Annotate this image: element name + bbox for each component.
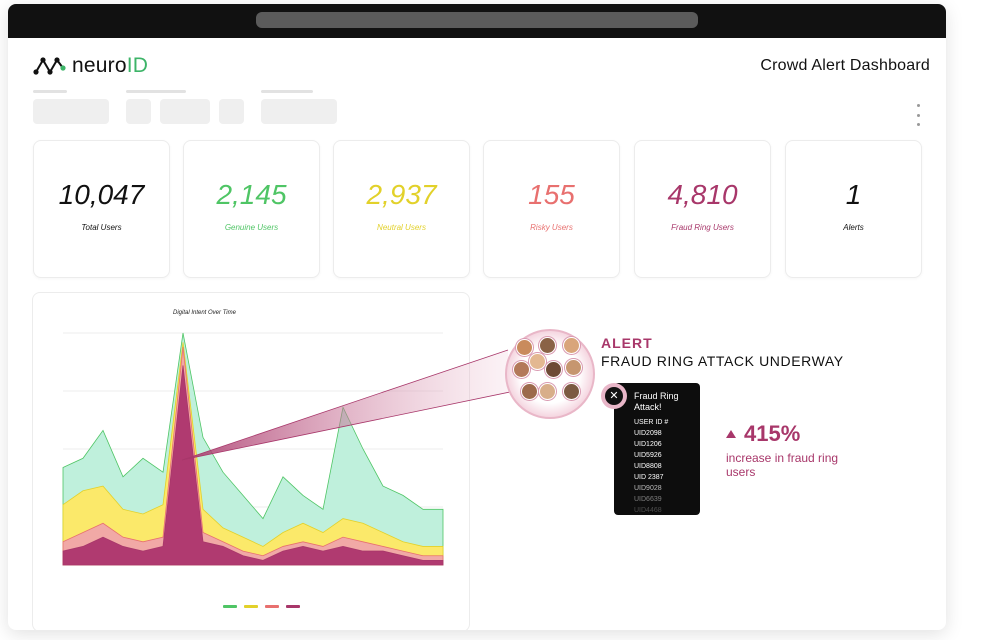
logo-accent-text: ID (126, 54, 149, 77)
tooltip-title: Fraud Ring Attack! (634, 391, 679, 412)
legend-swatch-0[interactable] (223, 605, 237, 608)
area-chart (62, 332, 444, 566)
browser-top-bar (8, 4, 946, 38)
alert-heading: ALERT (601, 335, 653, 351)
neuroid-logo: neuroID (32, 54, 148, 78)
metric-card-risky-users[interactable]: 155 Risky Users (483, 140, 620, 278)
user-avatar[interactable] (529, 353, 546, 370)
filter-dropdown[interactable] (219, 99, 244, 124)
user-id-item: UID1206 (634, 441, 662, 448)
increase-description: increase in fraud ring users (726, 451, 839, 479)
filter-label-placeholder (126, 90, 186, 93)
metric-label: Alerts (843, 223, 864, 232)
metric-label: Genuine Users (224, 223, 279, 232)
metric-card-fraud-ring-users[interactable]: 4,810 Fraud Ring Users (634, 140, 771, 278)
metric-label: Neutral Users (377, 223, 426, 232)
user-avatar[interactable] (516, 339, 533, 356)
user-id-item: UID 2387 (634, 474, 664, 481)
metric-value: 10,047 (58, 179, 145, 210)
filter-dropdown[interactable] (126, 99, 151, 124)
filter-dropdown[interactable] (261, 99, 337, 124)
user-id-item: UID8808 (634, 463, 662, 470)
user-avatar[interactable] (521, 383, 538, 400)
area-series-1[interactable] (62, 342, 444, 566)
legend-swatch-2[interactable] (265, 605, 279, 608)
metric-card-total-users[interactable]: 10,047 Total Users (33, 140, 170, 278)
metric-label: Fraud Ring Users (671, 223, 734, 232)
address-bar[interactable] (256, 12, 698, 28)
metric-value: 2,937 (366, 179, 437, 210)
user-avatar[interactable] (513, 361, 530, 378)
user-id-item: UID4468 (634, 507, 662, 514)
metric-value: 2,145 (216, 179, 287, 210)
chart-legend (223, 605, 300, 608)
legend-swatch-1[interactable] (244, 605, 258, 608)
metric-card-neutral-users[interactable]: 2,937 Neutral Users (333, 140, 470, 278)
page-title: Crowd Alert Dashboard (760, 57, 930, 74)
metric-label: Risky Users (530, 223, 573, 232)
user-id-item: UID9028 (634, 485, 662, 492)
user-avatar[interactable] (545, 361, 562, 378)
chart-title: Digital Intent Over Time (173, 310, 236, 316)
metric-value: 155 (528, 179, 575, 210)
metric-card-alerts[interactable]: 1 Alerts (785, 140, 922, 278)
dashboard-window: neuroID Crowd Alert Dashboard 10,047 Tot… (8, 4, 946, 630)
metric-value: 4,810 (667, 179, 738, 210)
filter-label-placeholder (261, 90, 313, 93)
user-id-item: USER ID # (634, 419, 669, 426)
filter-dropdown[interactable] (33, 99, 109, 124)
user-avatar[interactable] (539, 383, 556, 400)
metric-card-genuine-users[interactable]: 2,145 Genuine Users (183, 140, 320, 278)
more-options-icon[interactable] (914, 104, 922, 126)
user-id-item: UID5926 (634, 452, 662, 459)
user-avatar[interactable] (565, 359, 582, 376)
area-series-3[interactable] (62, 365, 444, 566)
alert-subheading: FRAUD RING ATTACK UNDERWAY (601, 353, 844, 369)
filter-dropdown[interactable] (160, 99, 210, 124)
filter-label-placeholder (33, 90, 67, 93)
user-avatar[interactable] (563, 383, 580, 400)
fraud-ring-tooltip: Fraud Ring Attack! USER ID # UID2098 UID12… (614, 383, 700, 515)
fraud-ring-user-cluster[interactable] (505, 329, 595, 419)
close-icon[interactable]: ✕ (605, 387, 623, 405)
logo-wordmark: neuroID (72, 54, 148, 78)
increase-stat: 415% (726, 421, 800, 447)
metric-value: 1 (845, 179, 862, 210)
legend-swatch-3[interactable] (286, 605, 300, 608)
user-id-item: UID6639 (634, 496, 662, 503)
user-id-item: UID2098 (634, 430, 662, 437)
metric-label: Total Users (81, 223, 122, 232)
neuroid-logo-icon (33, 57, 66, 75)
increase-percentage: 415% (744, 421, 801, 446)
user-id-list: USER ID # UID2098 UID1206 UID5926 UID8808 UID… (634, 417, 668, 515)
user-avatar[interactable] (539, 337, 556, 354)
user-avatar[interactable] (563, 337, 580, 354)
logo-main-text: neuro (72, 54, 127, 77)
up-triangle-icon (726, 430, 736, 438)
digital-intent-chart-panel: Digital Intent Over Time (32, 292, 470, 630)
